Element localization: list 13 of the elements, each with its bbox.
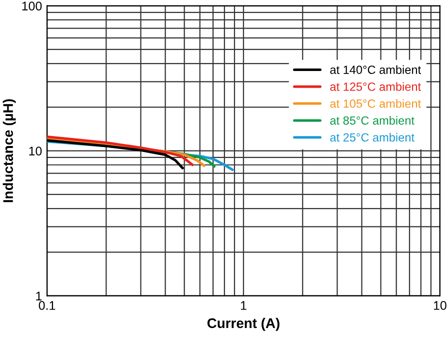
legend-label: at 125°C ambient	[330, 82, 421, 91]
legend-label: at 25°C ambient	[330, 132, 414, 142]
x-tick-label: 0.1	[38, 301, 56, 310]
legend-label: at 85°C ambient	[330, 116, 414, 125]
legend-label: at 140°C ambient	[330, 65, 421, 74]
x-tick-label: 1	[240, 301, 246, 310]
y-tick-label: 100	[22, 2, 42, 10]
y-tick-label: 1	[36, 292, 42, 300]
y-tick-label: 10	[29, 146, 42, 156]
legend-label: at 105°C ambient	[330, 99, 421, 108]
x-axis-title: Current (A)	[207, 318, 280, 331]
x-tick-label: 10	[434, 301, 446, 310]
y-axis-title: Inductance (µH)	[2, 99, 16, 202]
